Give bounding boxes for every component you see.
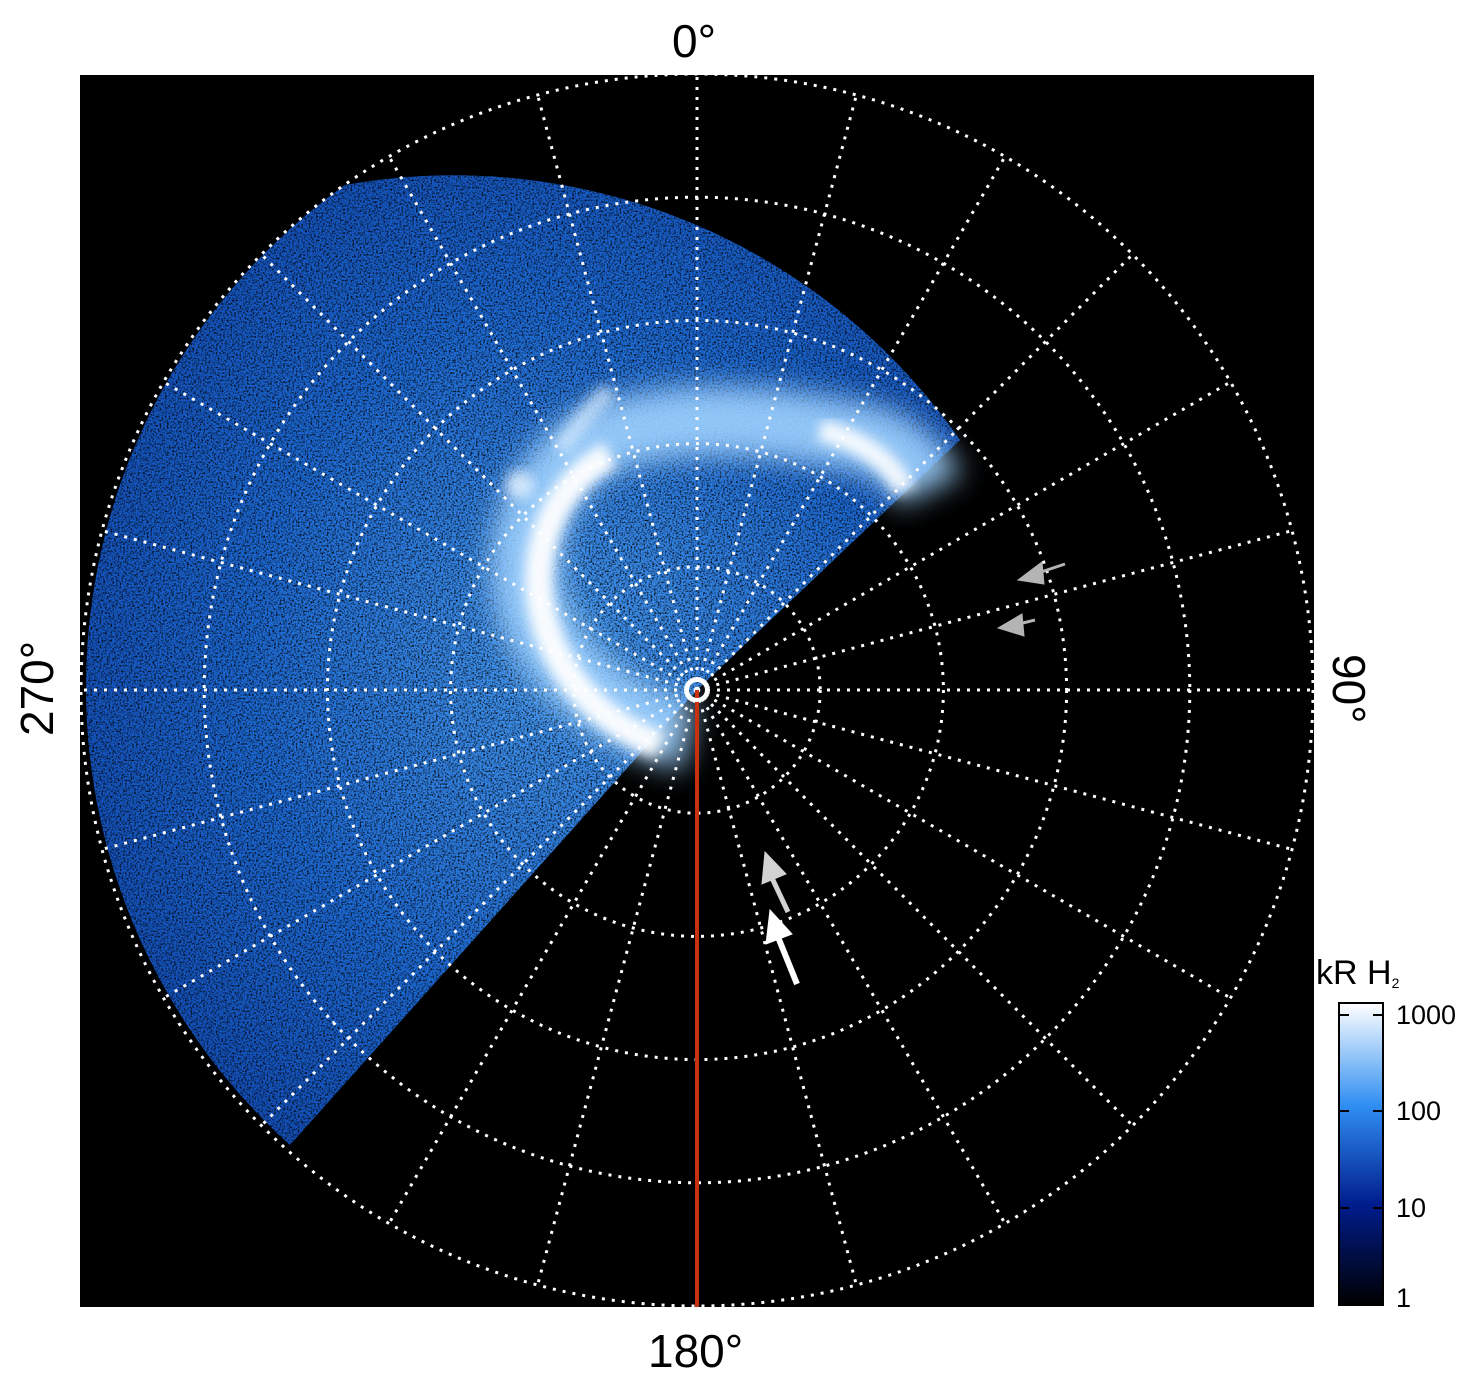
grid-meridian	[260, 253, 699, 692]
grid-meridian	[101, 688, 698, 851]
grid-meridian	[260, 688, 699, 1127]
colorbar	[1338, 1002, 1384, 1306]
colorbar-title: kR H2	[1316, 954, 1399, 993]
emission-region	[85, 175, 962, 1146]
grid-meridian	[162, 688, 698, 1000]
colorbar-gradient	[1338, 1002, 1384, 1306]
grid-ring	[572, 565, 822, 815]
colorbar-tick-1000: 1000	[1396, 1000, 1457, 1030]
angle-label-right: 90°	[1323, 654, 1375, 724]
grid-meridian	[695, 253, 1134, 692]
arrow-3	[761, 850, 791, 914]
colorbar-tick-10: 10	[1396, 1193, 1427, 1223]
grid-meridian	[695, 155, 1007, 691]
colorbar-title-subscript: 2	[1391, 975, 1400, 991]
grid-ring	[80, 75, 1314, 1307]
grid-meridian	[387, 155, 699, 691]
grid-meridian	[162, 380, 698, 692]
angle-label-left: 270°	[11, 640, 63, 736]
grid-meridian	[695, 689, 1007, 1225]
grid-meridian	[696, 380, 1232, 692]
grid-meridian	[695, 688, 1134, 1127]
angle-label-bottom: 180°	[648, 1325, 744, 1377]
angle-label-top: 0°	[672, 15, 716, 67]
grid-meridian	[101, 529, 698, 692]
grid-ring	[449, 442, 945, 938]
arrow-4	[765, 908, 800, 986]
colorbar-tick-100: 100	[1396, 1096, 1442, 1126]
grid-meridian	[696, 688, 1293, 851]
grid-meridian	[696, 529, 1293, 692]
grid-meridian	[696, 688, 1232, 1000]
grid-meridian	[695, 94, 858, 691]
arrow-2	[996, 613, 1036, 637]
pole-marker	[685, 678, 709, 702]
grid-meridian	[536, 94, 699, 691]
colorbar-tick-1: 1	[1396, 1283, 1412, 1313]
grid-meridian	[387, 689, 699, 1225]
arrow-1	[1016, 561, 1066, 585]
colorbar-title-text: kR H	[1316, 954, 1392, 992]
grid-meridian	[695, 689, 858, 1286]
grid-meridian	[536, 689, 699, 1286]
